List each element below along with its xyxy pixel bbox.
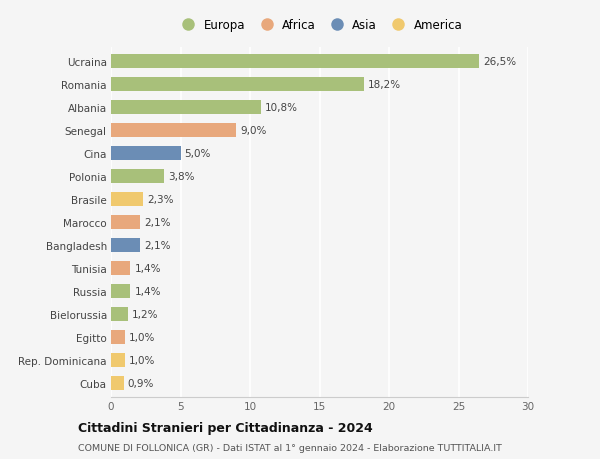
Text: 26,5%: 26,5% [484, 57, 517, 67]
Bar [111, 308, 128, 321]
Text: 1,4%: 1,4% [134, 263, 161, 274]
Text: 1,2%: 1,2% [132, 309, 158, 319]
Text: 1,0%: 1,0% [129, 355, 155, 365]
Bar [111, 330, 125, 344]
Bar [111, 55, 479, 69]
Text: 18,2%: 18,2% [368, 80, 401, 90]
Text: COMUNE DI FOLLONICA (GR) - Dati ISTAT al 1° gennaio 2024 - Elaborazione TUTTITAL: COMUNE DI FOLLONICA (GR) - Dati ISTAT al… [78, 443, 502, 452]
Bar [111, 147, 181, 161]
Text: 9,0%: 9,0% [240, 126, 266, 136]
Bar [111, 170, 164, 184]
Bar [111, 239, 140, 252]
Text: 1,4%: 1,4% [134, 286, 161, 297]
Bar [111, 376, 124, 390]
Text: 0,9%: 0,9% [128, 378, 154, 388]
Bar [111, 285, 130, 298]
Text: 10,8%: 10,8% [265, 103, 298, 113]
Bar [111, 124, 236, 138]
Bar [111, 78, 364, 92]
Text: 5,0%: 5,0% [185, 149, 211, 159]
Bar [111, 353, 125, 367]
Text: Cittadini Stranieri per Cittadinanza - 2024: Cittadini Stranieri per Cittadinanza - 2… [78, 421, 373, 434]
Bar [111, 101, 261, 115]
Text: 2,1%: 2,1% [145, 241, 171, 251]
Text: 1,0%: 1,0% [129, 332, 155, 342]
Legend: Europa, Africa, Asia, America: Europa, Africa, Asia, America [176, 19, 463, 32]
Bar [111, 193, 143, 207]
Bar [111, 262, 130, 275]
Bar [111, 216, 140, 230]
Text: 2,1%: 2,1% [145, 218, 171, 228]
Text: 2,3%: 2,3% [147, 195, 173, 205]
Text: 3,8%: 3,8% [168, 172, 194, 182]
